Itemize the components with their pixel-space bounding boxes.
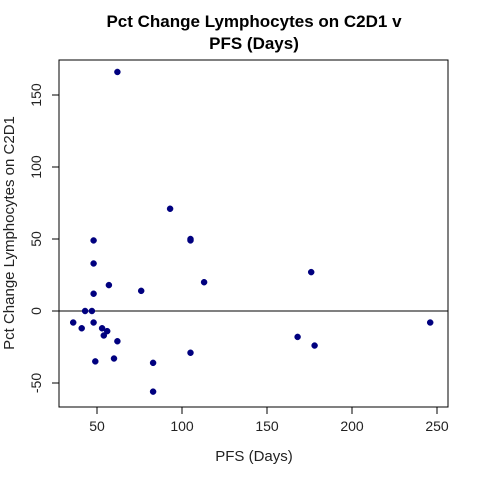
data-point [81, 307, 89, 315]
data-point [92, 358, 99, 365]
x-tick-label: 50 [89, 418, 105, 434]
data-point [187, 237, 194, 244]
data-point [88, 307, 96, 315]
data-point [311, 342, 318, 349]
y-tick-label: 50 [28, 231, 44, 247]
data-point [114, 68, 121, 76]
data-point [69, 319, 77, 326]
x-axis: 50 100 150 200 250 [89, 406, 449, 434]
data-point [200, 278, 208, 286]
data-point [78, 325, 85, 332]
data-point [98, 325, 106, 332]
x-tick-label: 200 [340, 418, 364, 434]
x-tick-label: 150 [255, 418, 279, 434]
data-point [294, 333, 301, 341]
data-point [114, 337, 121, 345]
data-point [110, 355, 118, 362]
x-tick-label: 100 [170, 418, 194, 434]
data-point [166, 205, 174, 213]
y-tick-label: 100 [28, 155, 44, 179]
data-point [103, 327, 111, 335]
data-point [149, 359, 157, 367]
data-point [90, 290, 97, 297]
y-axis-label: Pct Change Lymphocytes on C2D1 [1, 116, 18, 350]
plot-area-frame [58, 59, 449, 408]
y-tick-label: -50 [28, 373, 44, 393]
data-point [187, 349, 194, 357]
data-point [307, 268, 315, 276]
data-point [90, 260, 97, 267]
chart-title-line-2: PFS (Days) [209, 34, 299, 53]
x-axis-label: PFS (Days) [215, 448, 293, 465]
data-point [90, 319, 97, 326]
chart-title-line-1: Pct Change Lymphocytes on C2D1 v [106, 12, 402, 31]
data-point [426, 319, 434, 326]
data-point [105, 281, 113, 289]
data-point [137, 287, 145, 295]
data-points [69, 68, 434, 395]
y-axis: -50 0 50 100 150 [28, 83, 60, 393]
y-tick-label: 150 [28, 83, 44, 107]
y-tick-label: 0 [28, 307, 44, 315]
data-point [90, 237, 97, 244]
x-tick-label: 250 [425, 418, 449, 434]
data-point [100, 332, 108, 339]
data-point [149, 388, 157, 395]
